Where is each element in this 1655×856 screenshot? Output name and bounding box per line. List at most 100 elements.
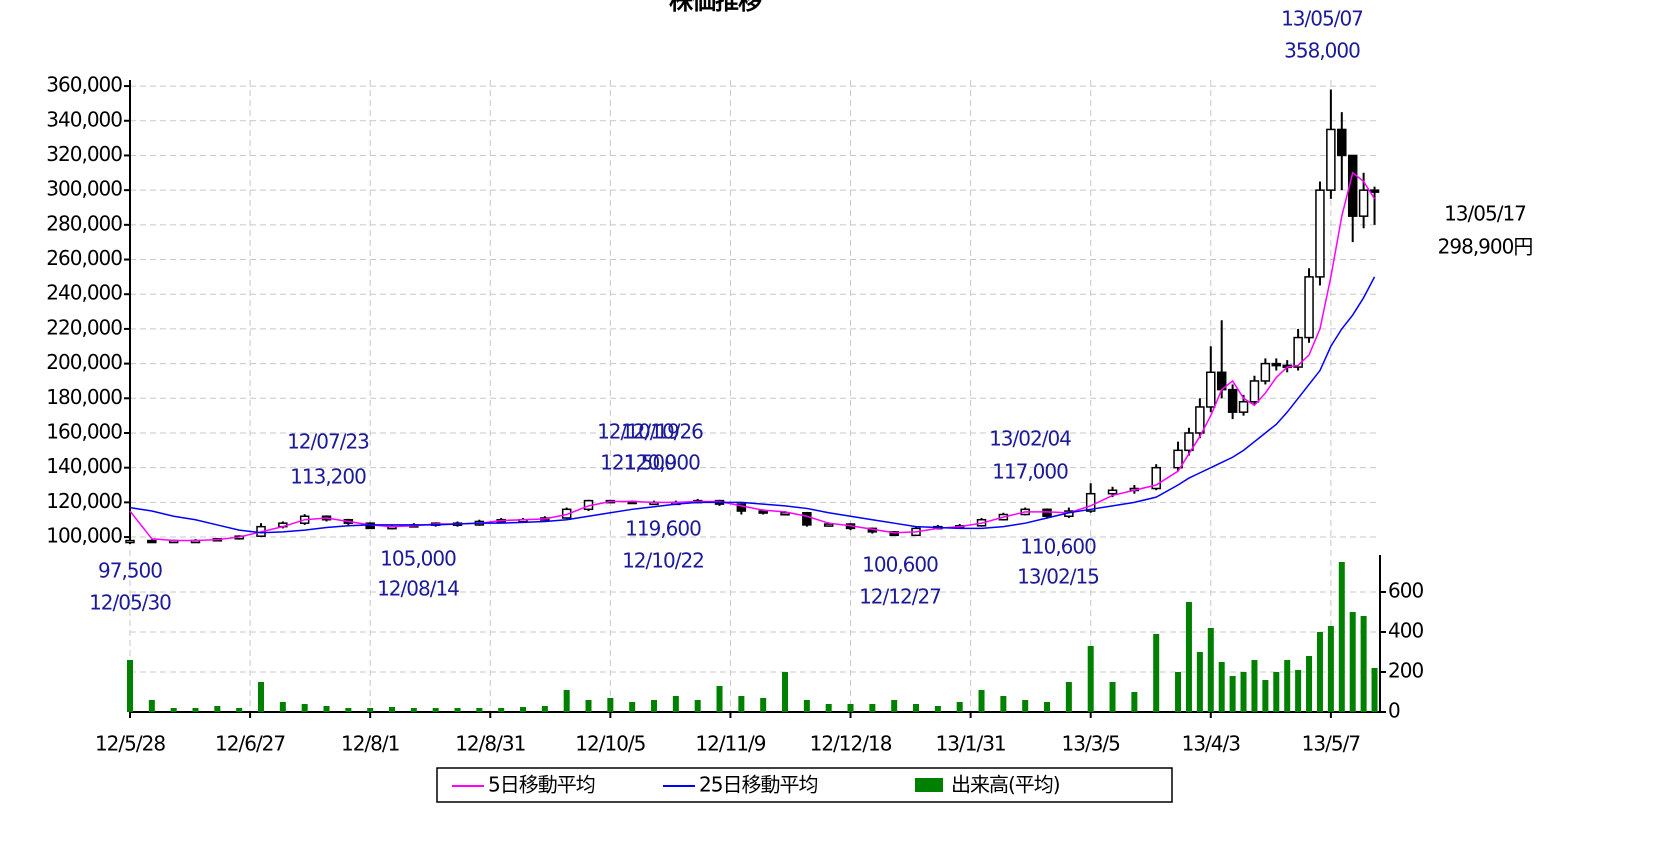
candle-body [1358, 189, 1369, 217]
x-tick-label: 12/10/5 [575, 732, 645, 756]
y-tick-label: 100,000 [46, 524, 122, 548]
candle-body [1249, 380, 1260, 403]
ma-line [129, 276, 1376, 534]
y2-tick-label: 600 [1388, 579, 1423, 603]
x-tick-label: 12/8/1 [341, 732, 399, 756]
candle-body [1304, 276, 1314, 339]
annotation-date: 12/10/19 [597, 420, 679, 444]
volume-bar [891, 700, 898, 712]
candle-body [1369, 189, 1380, 193]
volume-bar [279, 702, 286, 712]
volume-bar [934, 706, 941, 712]
volume-bar [1131, 692, 1138, 712]
volume-bar [847, 704, 854, 712]
volume-bar [585, 700, 592, 712]
candle-body [1173, 449, 1183, 469]
y-tick-label: 120,000 [46, 489, 122, 513]
candle-body [802, 512, 812, 526]
volume-bar [258, 682, 265, 712]
volume-bar [1371, 668, 1378, 712]
volume-bar [1240, 672, 1247, 712]
candle-body [1238, 401, 1249, 413]
candle-body [758, 510, 768, 514]
volume-bar [1284, 660, 1291, 712]
y2-tick-label: 400 [1388, 619, 1423, 643]
x-tick-label: 12/5/28 [95, 732, 165, 756]
volume-bar [1229, 676, 1236, 712]
annotation-date: 12/07/23 [287, 430, 369, 454]
x-tick-label: 12/12/18 [810, 732, 892, 756]
volume-bar [651, 700, 658, 712]
candle-body [1260, 362, 1271, 382]
legend-label: 5日移動平均 [488, 773, 595, 797]
annotation-price: 120,900 [624, 451, 700, 475]
volume-bar [978, 690, 985, 712]
legend-swatch [915, 778, 943, 792]
candle-body [780, 512, 790, 516]
annotation-date: 13/02/15 [1017, 565, 1099, 589]
candle-body [1085, 492, 1096, 512]
candle-body [1271, 362, 1282, 367]
y-tick-label: 200,000 [46, 350, 122, 374]
x-tick-label: 13/4/3 [1182, 732, 1241, 756]
candle-body [1195, 406, 1205, 434]
volume-bar [345, 708, 352, 712]
volume-bar [541, 706, 548, 712]
volume-bar [1087, 646, 1094, 712]
y-tick-label: 320,000 [46, 142, 122, 166]
volume-bar [410, 708, 417, 712]
y-tick-label: 340,000 [46, 107, 122, 131]
volume-bar [1175, 672, 1182, 712]
candle-body [736, 503, 747, 512]
volume-bar [1295, 670, 1302, 712]
volume-bar [913, 704, 920, 712]
y-tick-label: 280,000 [46, 211, 122, 235]
annotation-date: 12/10/22 [622, 549, 704, 573]
x-tick-label: 13/1/31 [936, 732, 1006, 756]
candle-body [889, 531, 899, 537]
volume-bar [1273, 672, 1280, 712]
volume-bar [803, 700, 810, 712]
volume-bar [192, 708, 199, 712]
y-tick-label: 360,000 [46, 73, 122, 97]
annotation-date: 13/02/04 [989, 427, 1071, 451]
y-tick-label: 160,000 [46, 419, 122, 443]
volume-bar [1109, 682, 1116, 712]
volume-bar [1065, 682, 1072, 712]
annotation-date: 12/05/30 [89, 591, 171, 615]
volume-bar [869, 704, 876, 712]
annotation-date: 13/05/07 [1281, 7, 1363, 31]
volume-bar [782, 672, 789, 712]
volume-bar [1153, 634, 1160, 712]
volume-bar [1185, 602, 1192, 712]
candle-body [1184, 432, 1194, 452]
volume-bar [694, 700, 701, 712]
candle-body [1107, 489, 1118, 495]
candle-body [1326, 128, 1336, 191]
volume-bar [1360, 616, 1367, 712]
annotation-date: 13/05/17 [1444, 202, 1526, 226]
annotation-price: 298,900円 [1438, 235, 1533, 259]
volume-bar [454, 708, 461, 712]
y2-tick-label: 200 [1388, 659, 1423, 683]
candle-body [823, 523, 834, 527]
candle-body [147, 539, 157, 544]
volume-bar [672, 696, 679, 712]
volume-bar [498, 708, 505, 712]
volume-bar [1262, 680, 1269, 712]
volume-bar [1044, 702, 1051, 712]
annotation-price: 358,000 [1284, 39, 1360, 63]
x-tick-label: 13/5/7 [1302, 732, 1361, 756]
y-tick-label: 300,000 [46, 177, 122, 201]
legend-label: 25日移動平均 [699, 773, 817, 797]
chart-title: 株価推移 [669, 0, 762, 15]
volume-bar [1316, 632, 1323, 712]
annotation-price: 100,600 [862, 553, 938, 577]
volume-bar [760, 698, 767, 712]
annotation-price: 105,000 [380, 547, 456, 571]
volume-bar [367, 708, 374, 712]
volume-bar [520, 707, 527, 712]
volume-bar [1022, 700, 1029, 712]
volume-bar [1218, 662, 1225, 712]
